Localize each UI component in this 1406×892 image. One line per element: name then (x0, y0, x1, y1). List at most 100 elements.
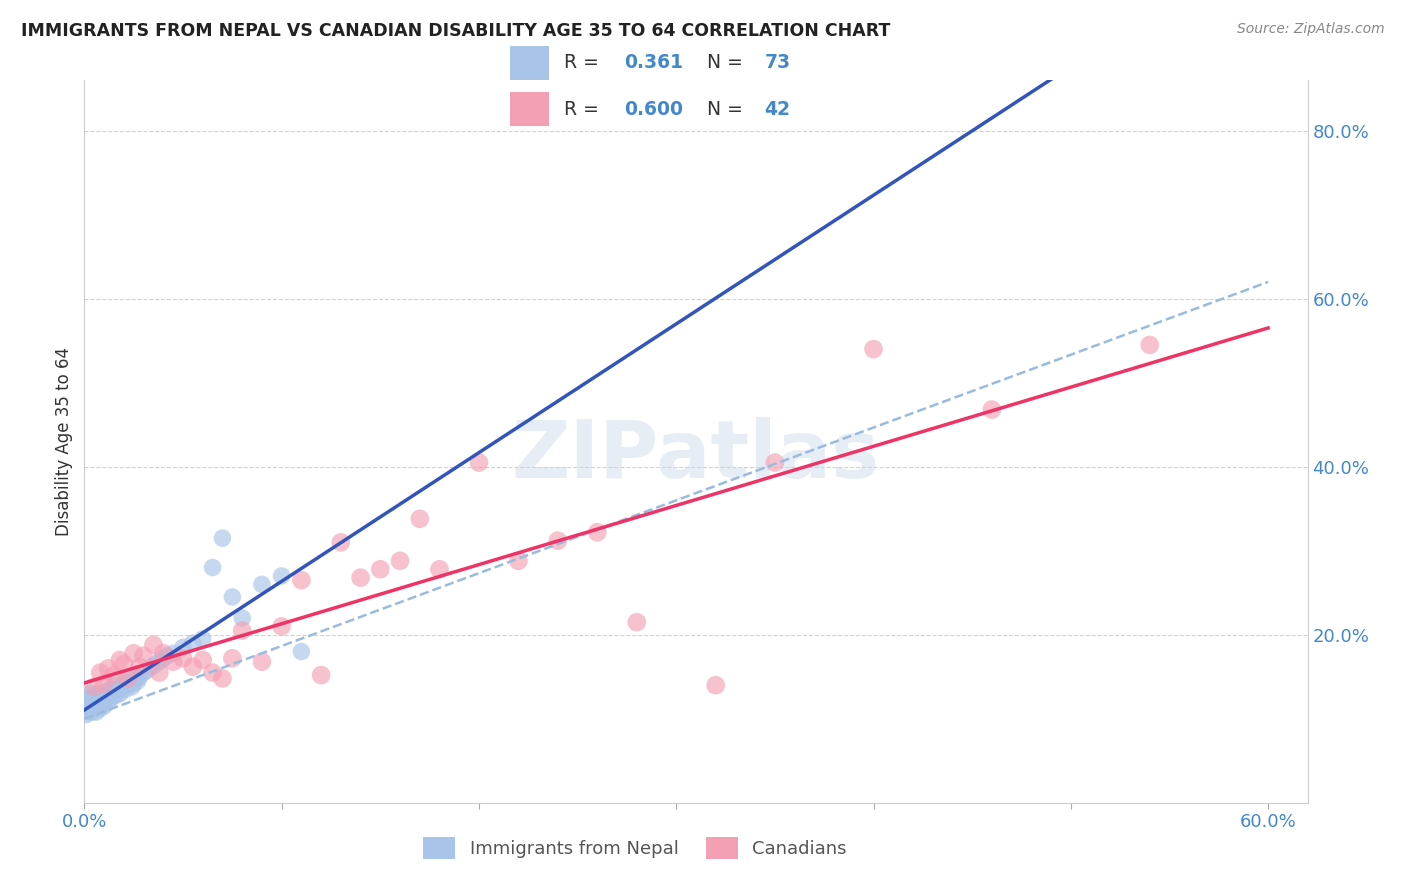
Point (91, 697, 114, 711)
Point (89, 695, 111, 709)
Point (349, 571, 371, 585)
Point (128, 670, 150, 684)
Point (94, 685, 117, 699)
Point (980, 402, 1002, 417)
Point (121, 680, 143, 694)
Point (270, 619, 292, 633)
Point (114, 682, 136, 697)
Point (124, 672, 146, 686)
Point (117, 672, 139, 686)
Point (75, 707, 97, 722)
Point (231, 624, 253, 638)
Point (136, 663, 159, 677)
Point (84, 697, 107, 711)
Point (409, 512, 432, 526)
Point (201, 560, 224, 574)
Point (201, 665, 224, 680)
Point (93, 676, 115, 690)
Point (75, 695, 97, 709)
Point (83, 688, 105, 702)
Point (103, 685, 125, 699)
Point (145, 657, 167, 672)
Point (141, 659, 163, 673)
Point (79, 697, 101, 711)
Point (250, 655, 273, 669)
Text: 73: 73 (765, 54, 790, 72)
Point (586, 525, 609, 540)
Point (211, 531, 233, 545)
Point (156, 648, 179, 663)
Point (172, 651, 194, 665)
Legend: Immigrants from Nepal, Canadians: Immigrants from Nepal, Canadians (415, 830, 855, 866)
Bar (510, 92, 550, 126)
Point (118, 673, 141, 688)
Point (83, 699, 105, 714)
Point (111, 680, 134, 694)
Point (83, 695, 105, 709)
Point (704, 678, 727, 692)
Point (93, 697, 115, 711)
Text: 0.361: 0.361 (624, 54, 683, 72)
Point (162, 655, 184, 669)
Point (87, 699, 110, 714)
Text: Source: ZipAtlas.com: Source: ZipAtlas.com (1237, 22, 1385, 37)
Point (84, 693, 107, 707)
Bar (510, 45, 550, 79)
Point (77, 699, 100, 714)
Point (101, 690, 124, 705)
Point (152, 646, 174, 660)
Point (117, 678, 139, 692)
Point (91, 690, 114, 705)
Text: ZIPatlas: ZIPatlas (512, 417, 880, 495)
Point (97, 695, 120, 709)
Point (89, 688, 111, 702)
Point (231, 611, 253, 625)
Point (250, 577, 273, 591)
Point (97, 661, 120, 675)
Point (91, 693, 114, 707)
Point (142, 638, 165, 652)
Point (270, 569, 292, 583)
Point (148, 655, 170, 669)
Point (221, 590, 243, 604)
Text: 42: 42 (765, 100, 790, 119)
Point (89, 699, 111, 714)
Point (329, 535, 352, 549)
Point (77, 690, 100, 705)
Point (221, 651, 243, 665)
Point (89, 665, 111, 680)
Point (103, 678, 125, 692)
Point (87, 690, 110, 705)
Point (122, 646, 145, 660)
Point (103, 668, 125, 682)
Point (122, 676, 145, 690)
Y-axis label: Disability Age 35 to 64: Disability Age 35 to 64 (55, 347, 73, 536)
Point (93, 688, 115, 702)
Text: N =: N = (707, 100, 749, 119)
Point (148, 665, 170, 680)
Point (83, 702, 105, 716)
Text: N =: N = (707, 54, 749, 72)
Text: IMMIGRANTS FROM NEPAL VS CANADIAN DISABILITY AGE 35 TO 64 CORRELATION CHART: IMMIGRANTS FROM NEPAL VS CANADIAN DISABI… (21, 22, 890, 40)
Point (108, 653, 131, 667)
Point (77, 705, 100, 719)
Point (181, 659, 204, 673)
Point (763, 456, 786, 470)
Point (547, 533, 569, 548)
Point (79, 687, 101, 701)
Point (389, 554, 412, 568)
Text: R =: R = (564, 100, 605, 119)
Point (508, 554, 530, 568)
Point (108, 687, 131, 701)
Point (152, 651, 174, 665)
Point (83, 680, 105, 694)
Point (290, 644, 312, 658)
Point (112, 676, 135, 690)
Point (468, 456, 491, 470)
Point (112, 657, 135, 672)
Point (368, 562, 391, 576)
Point (94, 690, 117, 705)
Point (128, 659, 150, 673)
Point (82, 697, 104, 711)
Point (79, 702, 101, 716)
